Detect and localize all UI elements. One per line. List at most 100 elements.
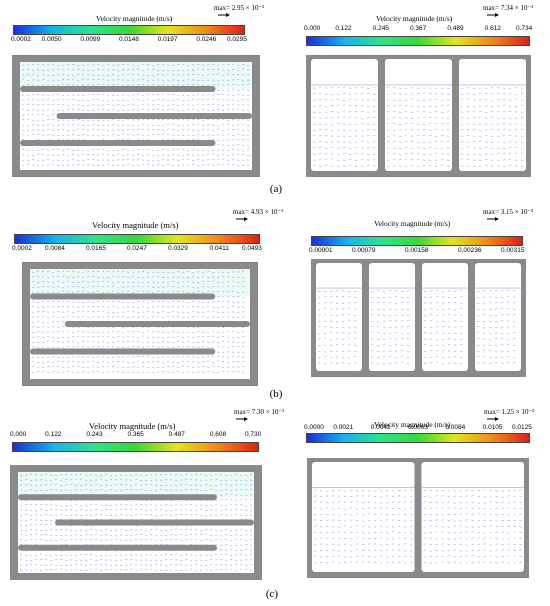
colorbar-tick-label: 0.0050	[41, 36, 62, 43]
chamber	[459, 59, 526, 171]
colorbar-title: Velocity magnitude (m/s)	[92, 220, 179, 230]
colorbar-tick-label: 0.0084	[445, 424, 466, 431]
velocity-vectors	[423, 289, 463, 365]
chamber-velocity-field	[307, 458, 529, 578]
chamber	[422, 263, 468, 371]
serpentine-velocity-field	[10, 465, 262, 580]
colorbar-tick-label: 0.245	[372, 25, 389, 32]
colorbar-tick-label: 0.00315	[501, 247, 525, 254]
velocity-vectors	[312, 86, 376, 168]
colorbar-tick-label: 0.00236	[458, 247, 482, 254]
colorbar-max-label: max= 3.15 × 10⁻³	[483, 208, 534, 216]
colorbar-tick-label: 0.489	[447, 25, 464, 32]
colorbar-tick-label: 0.612	[484, 25, 501, 32]
velocity-vectors	[317, 289, 357, 365]
colorbar-title: Velocity magnitude (m/s)	[376, 14, 453, 23]
chamber	[312, 462, 415, 572]
colorbar-tick-label: 0.367	[410, 25, 427, 32]
colorbar	[14, 234, 260, 244]
colorbar-tick-label: 0.0148	[119, 36, 139, 43]
colorbar-max-label: max= 7.30 × 10⁻¹	[234, 408, 285, 416]
colorbar-tick-label: 0.122	[335, 25, 352, 32]
colorbar-tick-label: 0.0246	[196, 36, 217, 43]
colorbar	[13, 25, 245, 35]
colorbar-tick-label: 0.0493	[242, 245, 262, 252]
colorbar-max-label: max= 1.25 × 10⁻²	[484, 408, 535, 416]
chamber	[421, 462, 524, 572]
colorbar-tick-label: 0.0197	[157, 36, 178, 43]
colorbar-tick-label: 0.0165	[86, 245, 106, 252]
baffle-wall	[64, 321, 250, 327]
colorbar-title: Velocity magnitude (m/s)	[374, 219, 451, 228]
velocity-vectors	[476, 289, 516, 364]
reference-arrow-icon	[487, 13, 499, 17]
serpentine-velocity-field	[22, 262, 258, 386]
reference-arrow-icon	[236, 217, 248, 221]
colorbar-tick-label: 0.487	[168, 431, 185, 438]
colorbar-tick-label: 0.0002	[11, 36, 31, 43]
chamber-velocity-field	[306, 55, 531, 177]
baffle-wall	[56, 113, 253, 119]
colorbar-tick-label: 0.00001	[309, 247, 333, 254]
colorbar-max-label: max= 4.93 × 10⁻²	[233, 208, 284, 216]
colorbar-tick-label: 0.0329	[168, 245, 188, 252]
baffle-wall	[20, 140, 216, 146]
colorbar-tick-label: 0.0411	[209, 245, 229, 252]
colorbar-tick-label: 0.0105	[482, 424, 503, 431]
chamber	[385, 59, 452, 171]
colorbar-tick-label: 0.730	[245, 431, 262, 438]
chamber-velocity-field	[311, 259, 526, 377]
subfigure-caption: (c)	[265, 588, 279, 600]
colorbar-title: Velocity magnitude (m/s)	[374, 420, 451, 429]
velocity-vectors	[313, 489, 413, 565]
colorbar-tick-label: 0.00158	[405, 247, 429, 254]
chamber	[369, 263, 415, 371]
velocity-vectors	[31, 270, 245, 374]
colorbar	[311, 236, 523, 246]
subfigure-caption: (a)	[269, 183, 283, 195]
colorbar-tick-label: 0.365	[127, 431, 144, 438]
colorbar-tick-label: 0.243	[86, 431, 103, 438]
colorbar-tick-label: 0.0247	[127, 245, 147, 252]
colorbar	[306, 433, 530, 443]
serpentine-velocity-field	[12, 55, 260, 177]
subfigure-caption: (b)	[269, 388, 283, 400]
colorbar-max-label: max= 7.34 × 10⁻¹	[483, 4, 534, 12]
colorbar-tick-label: 0.000	[304, 25, 321, 32]
colorbar-tick-label: 0.0002	[12, 245, 32, 252]
velocity-vectors	[370, 289, 410, 365]
reference-arrow-icon	[487, 217, 499, 221]
colorbar-tick-label: 0.734	[516, 25, 533, 32]
reference-arrow-icon	[487, 417, 499, 421]
baffle-wall	[18, 544, 217, 551]
baffle-wall	[18, 494, 217, 501]
colorbar-tick-label: 0.0042	[370, 424, 391, 431]
chamber	[475, 263, 521, 371]
colorbar-tick-label: 0.000	[10, 431, 27, 438]
velocity-vectors	[423, 488, 523, 565]
chamber	[311, 59, 378, 171]
chamber	[316, 263, 362, 371]
colorbar-tick-label: 0.0099	[80, 36, 101, 43]
colorbar-tick-label: 0.00079	[352, 247, 376, 254]
colorbar-tick-label: 0.0084	[45, 245, 65, 252]
colorbar-tick-label: 0.0000	[304, 424, 324, 431]
colorbar-max-label: max= 2.95 × 10⁻²	[214, 4, 265, 12]
colorbar	[306, 36, 530, 46]
reference-arrow-icon	[218, 13, 230, 17]
baffle-wall	[20, 86, 216, 92]
colorbar-tick-label: 0.0125	[512, 424, 532, 431]
colorbar-tick-label: 0.0021	[333, 424, 354, 431]
colorbar-tick-label: 0.122	[45, 431, 62, 438]
colorbar-tick-label: 0.608	[209, 431, 227, 438]
baffle-wall	[30, 293, 216, 300]
velocity-vectors	[460, 86, 524, 168]
reference-arrow-icon	[236, 417, 248, 421]
colorbar-title: Velocity magnitude (m/s)	[96, 14, 173, 23]
colorbar-tick-label: 0.0295	[227, 36, 247, 43]
colorbar-tick-label: 0.0063	[408, 424, 428, 431]
colorbar	[12, 442, 259, 452]
velocity-vectors	[386, 86, 450, 168]
colorbar-title: Velocity magnitude (m/s)	[89, 421, 176, 431]
baffle-wall	[55, 519, 254, 526]
